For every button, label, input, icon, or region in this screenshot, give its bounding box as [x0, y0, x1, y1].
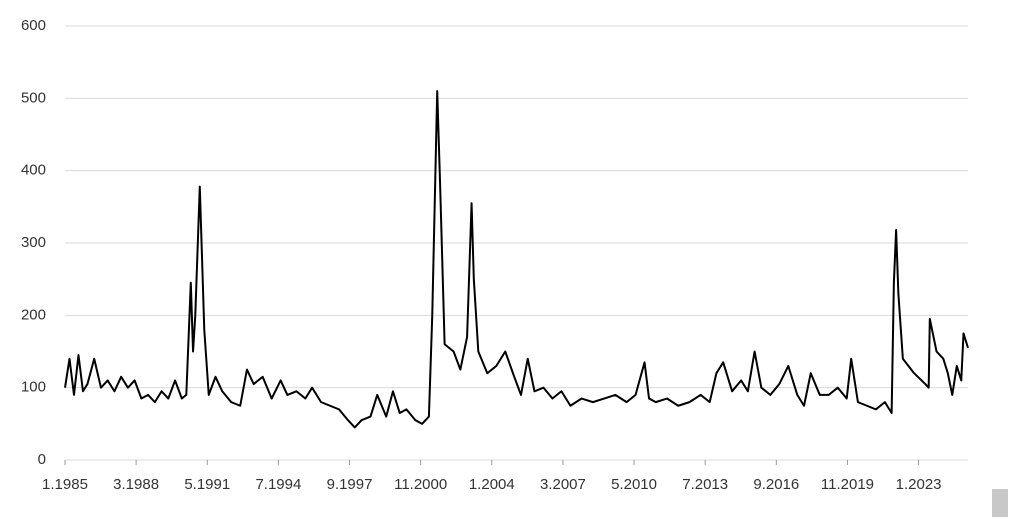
y-tick-label: 500 — [21, 89, 46, 106]
y-tick-label: 0 — [38, 451, 46, 468]
x-tick-label: 1.2023 — [896, 476, 942, 493]
y-tick-label: 100 — [21, 379, 46, 396]
x-tick-label: 11.2019 — [821, 476, 874, 493]
x-tick-label: 3.2007 — [540, 476, 586, 493]
x-tick-label: 9.1997 — [327, 476, 373, 493]
x-tick-label: 9.2016 — [753, 476, 799, 493]
y-tick-label: 600 — [21, 17, 46, 34]
scroll-thumb — [992, 489, 1008, 517]
y-tick-label: 300 — [21, 234, 46, 251]
x-tick-label: 5.1991 — [184, 476, 230, 493]
x-tick-label: 1.1985 — [42, 476, 88, 493]
x-tick-label: 11.2000 — [394, 476, 447, 493]
x-tick-label: 5.2010 — [611, 476, 657, 493]
y-tick-label: 200 — [21, 306, 46, 323]
x-tick-label: 1.2004 — [469, 476, 515, 493]
x-tick-label: 7.1994 — [255, 476, 301, 493]
x-tick-label: 7.2013 — [682, 476, 728, 493]
data-line — [64, 90, 969, 429]
y-tick-label: 400 — [21, 162, 46, 179]
x-tick-label: 3.1988 — [113, 476, 159, 493]
